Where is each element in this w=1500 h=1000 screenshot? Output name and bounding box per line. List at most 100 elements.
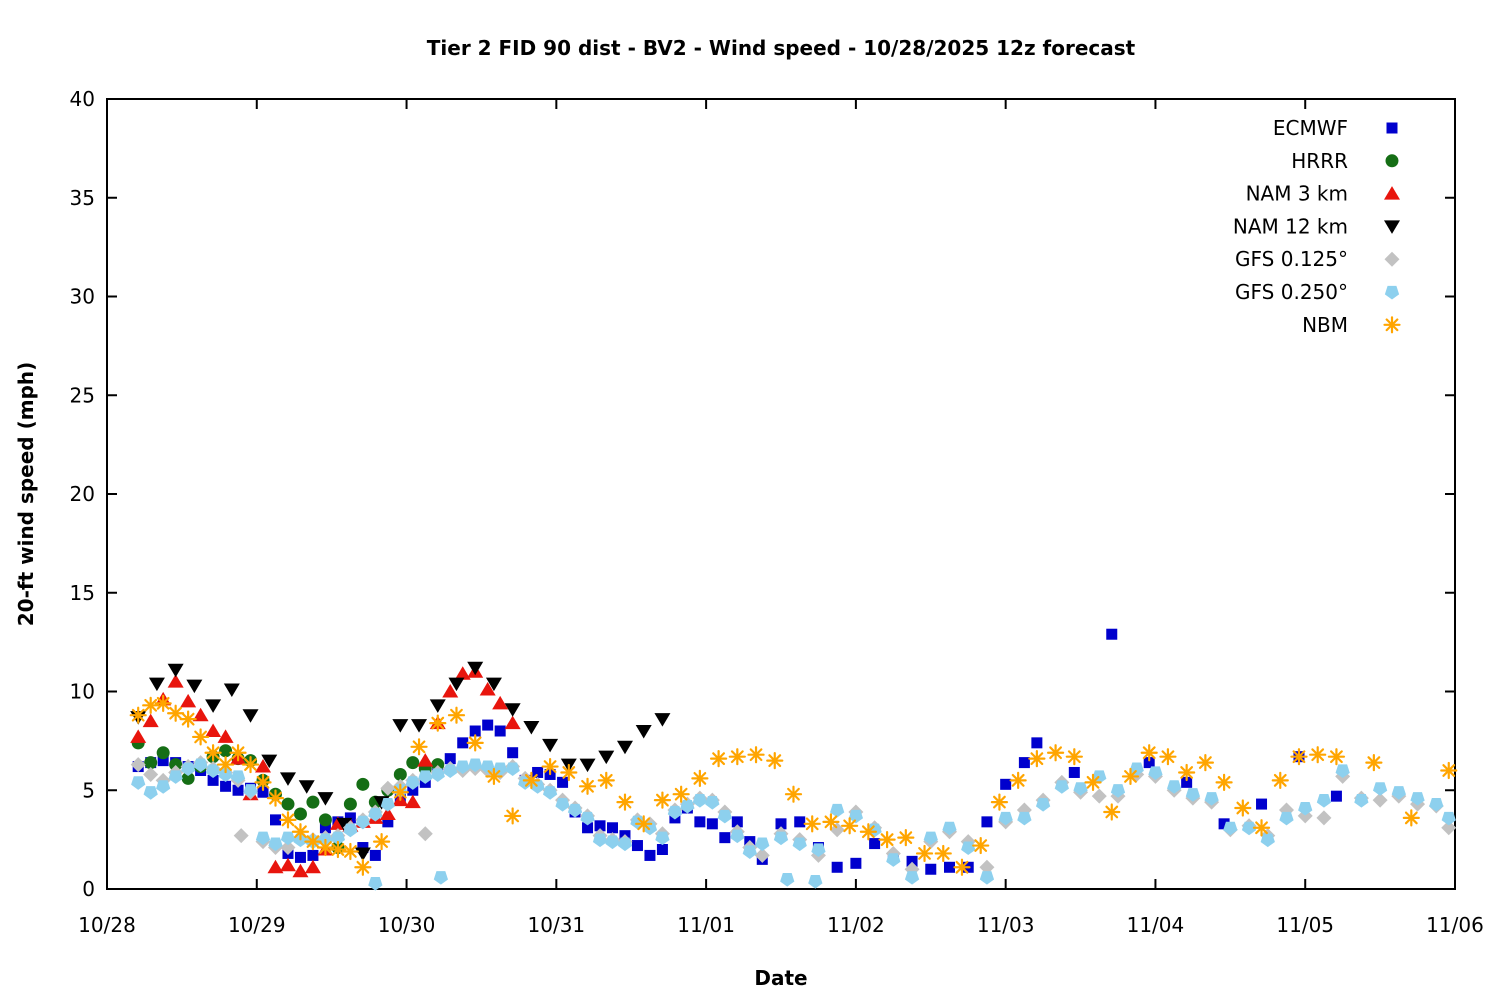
data-point <box>915 844 934 863</box>
data-point <box>944 861 955 873</box>
data-point <box>616 793 634 811</box>
asterisk-spoke <box>805 817 819 831</box>
data-point <box>168 770 183 784</box>
asterisk-spoke <box>131 708 145 722</box>
data-point <box>241 755 260 774</box>
data-point <box>316 838 335 857</box>
data-point <box>773 831 789 846</box>
legend-marker-square <box>1386 122 1398 134</box>
asterisk-spoke <box>1236 801 1250 815</box>
data-point <box>878 831 896 849</box>
data-point <box>504 807 522 825</box>
data-point <box>192 707 209 722</box>
legend-label: ECMWF <box>1273 116 1348 140</box>
data-point <box>218 768 233 782</box>
asterisk-spoke <box>1067 750 1081 764</box>
data-point <box>448 677 465 692</box>
legend-item-ecmwf: ECMWF <box>1273 116 1398 140</box>
asterisk-spoke <box>375 835 388 849</box>
data-point <box>841 817 859 835</box>
data-point <box>672 785 690 803</box>
data-point <box>897 829 915 847</box>
data-point <box>981 816 993 828</box>
asterisk-spoke <box>487 770 501 783</box>
asterisk-spoke <box>331 843 345 856</box>
data-point <box>294 851 306 863</box>
data-point <box>557 776 569 788</box>
data-point <box>181 771 195 785</box>
data-point <box>1223 821 1238 836</box>
data-point <box>343 797 357 811</box>
data-point <box>766 752 784 770</box>
data-point <box>232 784 244 796</box>
data-point <box>1196 753 1214 772</box>
data-point <box>567 803 583 818</box>
data-point <box>267 859 284 874</box>
asterisk-spoke <box>244 758 257 771</box>
data-point <box>830 803 845 818</box>
data-point <box>129 706 147 724</box>
data-point <box>780 873 795 887</box>
data-point <box>709 750 728 768</box>
data-point <box>130 729 147 743</box>
y-tick-label: 20 <box>70 482 95 506</box>
data-point <box>631 840 643 852</box>
data-point <box>391 783 409 801</box>
asterisk-spoke <box>599 773 613 787</box>
data-point <box>280 831 296 846</box>
data-point <box>329 840 347 859</box>
y-tick-label: 25 <box>70 383 95 407</box>
data-point <box>217 729 234 743</box>
asterisk-spoke <box>231 746 245 760</box>
asterisk-spoke <box>674 787 688 801</box>
series-nbm <box>129 694 1458 876</box>
data-point <box>167 704 185 722</box>
data-point <box>482 719 494 731</box>
y-tick-label: 35 <box>70 186 95 210</box>
data-point <box>607 822 618 834</box>
asterisk-spoke <box>431 716 445 730</box>
data-point <box>1084 773 1102 791</box>
data-point <box>442 684 459 698</box>
data-point <box>341 842 359 861</box>
data-point <box>680 799 695 814</box>
data-point <box>319 822 331 834</box>
asterisk-spoke <box>343 845 357 858</box>
asterisk-spoke <box>1311 748 1325 762</box>
data-point <box>180 693 197 708</box>
x-tick-label: 11/03 <box>977 913 1035 937</box>
chart-title: Tier 2 FID 90 dist - BV2 - Wind speed - … <box>427 36 1136 60</box>
asterisk-spoke <box>936 847 950 860</box>
data-point <box>654 713 671 727</box>
asterisk-spoke <box>181 712 195 726</box>
asterisk-spoke <box>880 833 894 847</box>
data-point <box>1018 757 1030 769</box>
data-point <box>447 706 466 724</box>
data-point <box>330 831 346 846</box>
data-point <box>1167 780 1182 794</box>
data-point <box>578 777 597 795</box>
asterisk-spoke <box>1011 773 1025 787</box>
data-point <box>1252 819 1271 837</box>
asterisk-spoke <box>656 793 669 807</box>
data-point <box>1271 771 1289 789</box>
asterisk-spoke <box>1086 775 1100 789</box>
data-point <box>293 833 308 848</box>
data-point <box>143 766 159 782</box>
data-point <box>1054 780 1069 794</box>
data-point <box>154 694 172 712</box>
data-point <box>254 773 272 791</box>
asterisk-spoke <box>693 771 707 785</box>
asterisk-spoke <box>1217 775 1231 789</box>
data-point <box>368 877 383 891</box>
data-point <box>784 785 803 803</box>
asterisk-spoke <box>974 839 988 852</box>
data-point <box>142 696 160 714</box>
asterisk-spoke <box>1367 756 1381 770</box>
data-point <box>205 723 222 737</box>
asterisk-spoke <box>356 860 370 874</box>
data-point <box>1046 744 1065 762</box>
data-point <box>1391 786 1406 800</box>
data-point <box>979 859 995 875</box>
